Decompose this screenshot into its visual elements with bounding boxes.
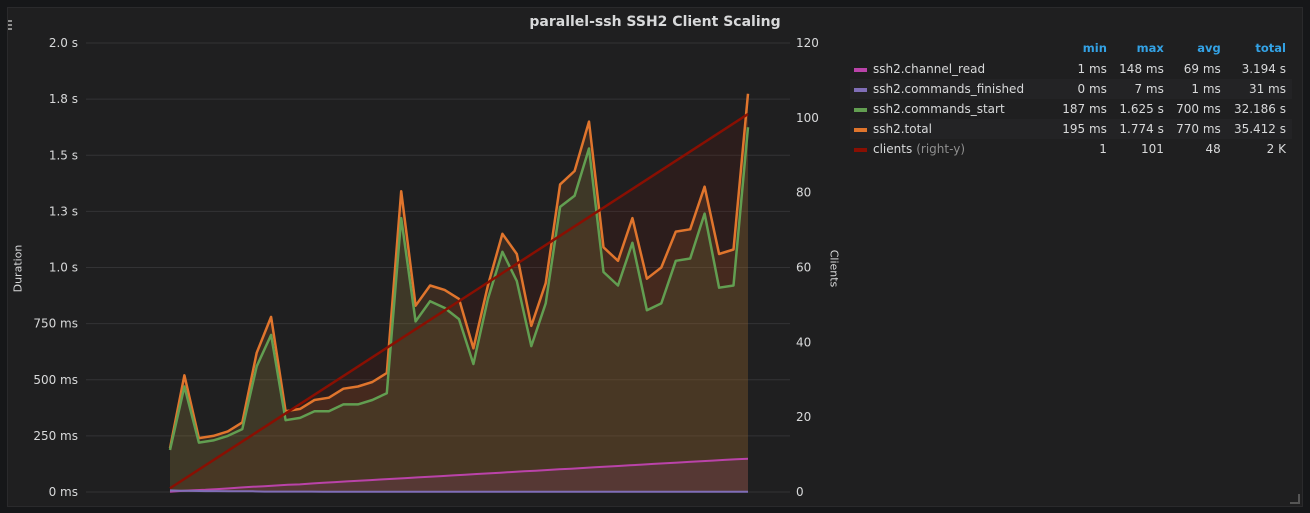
legend-value-total: 3.194 s (1241, 62, 1286, 76)
y-tick-label: 0 ms (49, 485, 78, 499)
legend-color-swatch[interactable] (854, 107, 867, 112)
y-tick-label: 1.3 s (49, 204, 78, 218)
legend-series-name[interactable]: ssh2.commands_start (850, 99, 1056, 119)
legend-series-label[interactable]: ssh2.channel_read (873, 62, 986, 76)
y-tick-label: 500 ms (33, 373, 78, 387)
legend-value-avg: 1 ms (1169, 79, 1227, 99)
legend-row[interactable]: ssh2.commands_start 187 ms 1.625 s 700 ms 32… (850, 99, 1292, 119)
legend-value-max: 7 ms (1112, 79, 1170, 99)
y-tick-label: 1.5 s (49, 148, 78, 162)
legend-value-avg: 69 ms (1183, 62, 1221, 76)
y-axis-label: Duration (11, 244, 25, 293)
legend-header-name (850, 39, 1056, 59)
legend-header-min[interactable]: min (1082, 41, 1107, 55)
legend-color-swatch[interactable] (854, 67, 867, 72)
legend-color-swatch[interactable] (854, 147, 867, 152)
y2-tick-label: 80 (796, 186, 811, 200)
legend-series-label[interactable]: clients (873, 142, 913, 156)
panel-title[interactable]: parallel-ssh SSH2 Client Scaling (529, 14, 781, 30)
legend-header-max[interactable]: max (1136, 41, 1164, 55)
legend-header-avg[interactable]: avg (1197, 41, 1221, 55)
legend-series-name[interactable]: ssh2.channel_read (850, 59, 1056, 79)
legend-value-min: 187 ms (1062, 102, 1107, 116)
y-tick-label: 1.8 s (49, 92, 78, 106)
legend-value-min: 1 ms (1077, 62, 1107, 76)
legend-row[interactable]: clients (right-y) 1 101 48 2 K (850, 139, 1292, 159)
legend-value-max: 101 (1140, 142, 1164, 156)
legend-value-total: 35.412 s (1226, 119, 1292, 139)
legend-series-label[interactable]: ssh2.commands_start (873, 102, 1005, 116)
legend-color-swatch[interactable] (854, 87, 867, 92)
panel-drag-handle[interactable] (8, 20, 13, 34)
legend-value-min: 0 ms (1056, 79, 1113, 99)
series-line (169, 113, 749, 490)
legend-value-avg: 48 (1205, 142, 1221, 156)
legend-value-avg: 770 ms (1169, 119, 1227, 139)
series-line (169, 457, 749, 493)
y-tick-label: 750 ms (33, 317, 78, 331)
legend: min max avg total ssh2.channel_read 1 ms 1… (850, 39, 1292, 159)
y2-tick-label: 60 (796, 261, 811, 275)
legend-row[interactable]: ssh2.commands_finished 0 ms 7 ms 1 ms 31 ms (850, 79, 1292, 99)
y2-tick-label: 120 (796, 36, 819, 50)
y2-tick-label: 40 (796, 335, 811, 349)
legend-series-name[interactable]: clients (right-y) (850, 139, 1056, 159)
legend-value-total: 32.186 s (1233, 102, 1286, 116)
series-line (169, 489, 748, 493)
legend-value-max: 1.625 s (1119, 102, 1164, 116)
y2-tick-label: 0 (796, 485, 804, 499)
legend-header-total[interactable]: total (1255, 41, 1286, 55)
y-tick-label: 1.0 s (49, 261, 78, 275)
panel-resize-handle[interactable] (1290, 494, 1300, 504)
y2-tick-label: 20 (796, 410, 811, 424)
y2-tick-label: 100 (796, 111, 819, 125)
legend-series-name[interactable]: ssh2.commands_finished (850, 79, 1056, 99)
series-area (170, 93, 748, 492)
legend-value-min: 195 ms (1056, 119, 1113, 139)
legend-value-max: 1.774 s (1112, 119, 1170, 139)
legend-series-name[interactable]: ssh2.total (850, 119, 1056, 139)
legend-header-row: min max avg total (850, 39, 1292, 59)
legend-value-total: 31 ms (1226, 79, 1292, 99)
legend-axis-suffix: (right-y) (916, 142, 965, 156)
legend-row[interactable]: ssh2.channel_read 1 ms 148 ms 69 ms 3.194 s (850, 59, 1292, 79)
legend-value-total: 2 K (1266, 142, 1286, 156)
y-tick-label: 250 ms (33, 429, 78, 443)
legend-table: min max avg total ssh2.channel_read 1 ms 1… (850, 39, 1292, 159)
legend-row[interactable]: ssh2.total 195 ms 1.774 s 770 ms 35.412 s (850, 119, 1292, 139)
legend-series-label[interactable]: ssh2.commands_finished (873, 82, 1025, 96)
legend-value-avg: 700 ms (1176, 102, 1221, 116)
legend-value-min: 1 (1099, 142, 1107, 156)
series-area (170, 127, 748, 492)
legend-color-swatch[interactable] (854, 127, 867, 132)
series-line (168, 127, 750, 451)
series-line (168, 93, 750, 449)
y2-axis-label: Clients (827, 249, 841, 288)
legend-value-max: 148 ms (1119, 62, 1164, 76)
legend-series-label[interactable]: ssh2.total (873, 122, 932, 136)
y-tick-label: 2.0 s (49, 36, 78, 50)
